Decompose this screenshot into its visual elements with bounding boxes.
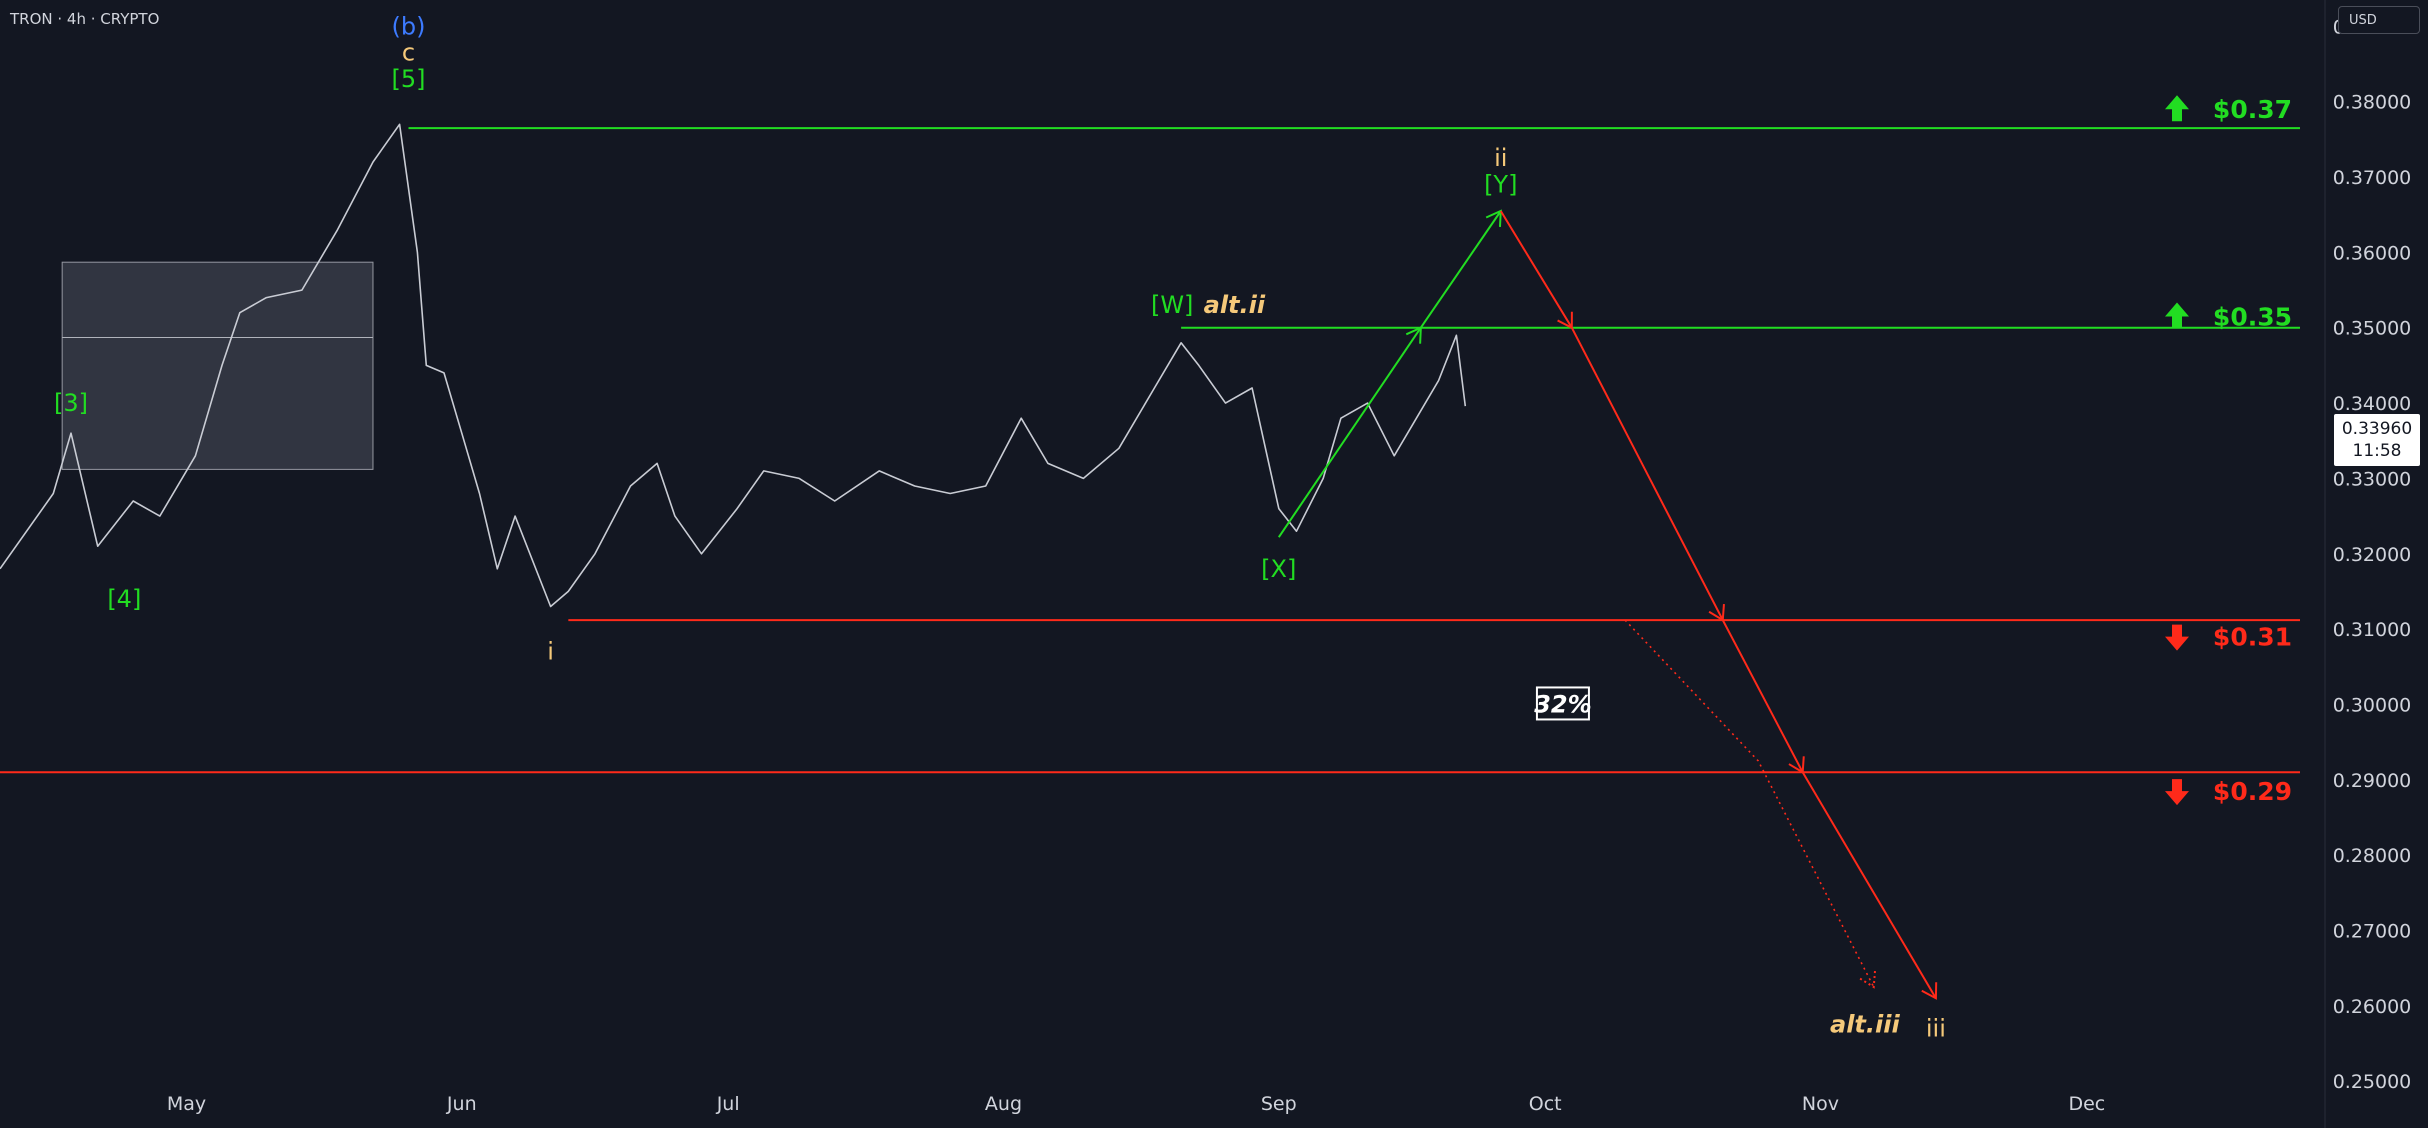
y-tick-label: 0.30000: [2333, 694, 2412, 716]
y-tick-label: 0.29000: [2333, 770, 2412, 792]
x-tick-label: Oct: [1529, 1093, 1562, 1115]
wave-label: ii: [1494, 144, 1507, 172]
x-tick-label: Jul: [716, 1093, 740, 1115]
bar-countdown: 11:58: [2352, 441, 2402, 461]
price-series-line: [0, 123, 1467, 608]
y-tick-label: 0.32000: [2333, 544, 2412, 566]
arrow-up-icon: [2165, 302, 2189, 329]
x-tick-label: Nov: [1802, 1093, 1839, 1115]
projection-arrowhead-green: [1485, 209, 1502, 227]
projection-path-red: [1570, 327, 1724, 621]
y-tick-label: 0.34000: [2333, 393, 2412, 415]
wave-label: [Y]: [1484, 171, 1517, 199]
wave-label: (b): [392, 12, 426, 40]
projection-arrowhead-green: [1405, 326, 1422, 344]
projection-arrowhead-red: [1921, 982, 1938, 1000]
currency-button[interactable]: USD: [2338, 6, 2420, 34]
wave-label: i: [547, 638, 554, 666]
projection-path-red: [1624, 619, 1875, 988]
arrow-down-icon: [2165, 624, 2189, 651]
x-tick-label: Dec: [2068, 1093, 2105, 1115]
arrow-down-icon: [2165, 779, 2189, 806]
projection-path-green: [1419, 210, 1502, 329]
y-tick-label: 0.38000: [2333, 92, 2412, 114]
range-box: [61, 261, 374, 470]
symbol-header: TRON · 4h · CRYPTO: [10, 10, 160, 28]
wave-label: iii: [1926, 1014, 1946, 1042]
level-price-label: $0.29: [2213, 777, 2292, 806]
projection-path-red: [1801, 771, 1937, 999]
wave-label: c: [402, 39, 415, 67]
y-tick-label: 0.25000: [2333, 1071, 2412, 1093]
y-tick-label: 0.28000: [2333, 845, 2412, 867]
y-tick-label: 0.31000: [2333, 619, 2412, 641]
wave-label: [4]: [107, 585, 141, 613]
wave-label: [X]: [1261, 555, 1296, 583]
y-tick-label: 0.35000: [2333, 318, 2412, 340]
x-tick-label: Sep: [1261, 1093, 1297, 1115]
projection-path-red: [1721, 619, 1804, 773]
arrow-up-icon: [2165, 95, 2189, 122]
wave-label: alt.iii: [1830, 1011, 1900, 1039]
wave-label: [3]: [54, 389, 88, 417]
x-tick-label: May: [167, 1093, 206, 1115]
level-price-label: $0.31: [2213, 623, 2292, 652]
x-tick-label: Jun: [446, 1093, 477, 1115]
level-price-label: $0.35: [2213, 302, 2292, 331]
last-price-badge: 0.33960 11:58: [2334, 414, 2420, 466]
wave-label: [5]: [391, 65, 425, 93]
last-price-value: 0.33960: [2341, 419, 2413, 439]
level-price-label: $0.37: [2213, 95, 2292, 124]
probability-box: [1535, 686, 1590, 721]
wave-label: [W]: [1151, 291, 1193, 319]
wave-label: alt.ii: [1204, 291, 1266, 319]
y-tick-label: 0.33000: [2333, 468, 2412, 490]
projection-path-red: [1499, 210, 1573, 329]
y-tick-label: 0.27000: [2333, 920, 2412, 942]
x-tick-label: Aug: [985, 1093, 1022, 1115]
projection-arrowhead-red: [1708, 604, 1725, 622]
projection-arrowhead-red: [1788, 756, 1805, 774]
y-tick-label: 0.37000: [2333, 167, 2412, 189]
projection-arrowhead-red: [1859, 970, 1876, 989]
y-tick-label: 0.36000: [2333, 242, 2412, 264]
projection-path-green: [1277, 327, 1422, 538]
wave-label: 32%: [1534, 690, 1591, 718]
y-tick-label: 0.26000: [2333, 996, 2412, 1018]
